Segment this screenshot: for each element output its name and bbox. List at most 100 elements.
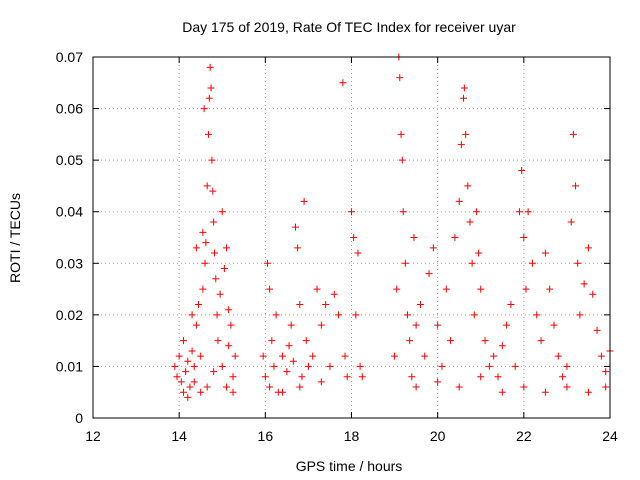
data-point [339, 79, 347, 87]
data-point [412, 383, 420, 391]
ticks-layer: 0 0.01 0.02 0.03 0.04 0.05 0.06 0.07 12 14 16 18 20 2… [56, 49, 618, 444]
data-point [503, 321, 511, 329]
data-point [184, 357, 192, 365]
data-point [457, 141, 465, 149]
data-point [460, 94, 468, 102]
data-point [520, 234, 528, 241]
data-point [470, 311, 478, 319]
data-point [494, 373, 502, 381]
data-point [341, 352, 349, 360]
data-point [205, 94, 213, 102]
y-axis-title: ROTI / TECUs [7, 193, 23, 283]
data-point [272, 311, 280, 319]
data-point [580, 280, 588, 288]
data-point [175, 352, 183, 360]
x-tick-label: 16 [258, 428, 274, 444]
data-point [296, 383, 304, 391]
data-point [326, 362, 334, 370]
y-tick-label: 0.04 [56, 204, 83, 220]
data-point [438, 362, 446, 370]
data-point [184, 393, 192, 401]
x-tick-label: 24 [602, 428, 618, 444]
data-point [498, 342, 506, 350]
data-point [186, 383, 194, 391]
data-point [287, 321, 295, 329]
data-point [190, 378, 198, 386]
data-point [401, 259, 409, 267]
data-point [425, 270, 433, 278]
data-point [302, 337, 310, 345]
data-point [199, 285, 207, 293]
data-point [231, 352, 239, 360]
data-point [602, 383, 610, 391]
data-point [199, 228, 207, 236]
data-point [464, 182, 472, 190]
data-point [206, 63, 214, 71]
data-point [356, 362, 364, 370]
data-point [563, 383, 571, 391]
data-point [472, 208, 480, 216]
data-point [393, 285, 401, 293]
data-point [279, 352, 287, 360]
data-point [589, 290, 597, 298]
x-axis-title: GPS time / hours [296, 458, 403, 474]
data-point [225, 342, 233, 350]
data-point [550, 321, 558, 329]
data-point [192, 321, 200, 329]
y-tick-label: 0 [75, 410, 83, 426]
data-point [343, 373, 351, 381]
x-tick-label: 22 [516, 428, 532, 444]
data-point [584, 388, 592, 396]
data-point [520, 383, 528, 391]
data-point [447, 337, 455, 345]
data-point [179, 388, 187, 396]
data-point [593, 326, 601, 334]
data-point [216, 290, 224, 298]
data-point [213, 311, 221, 319]
points-layer [171, 53, 614, 401]
data-point [533, 311, 541, 319]
x-tick-label: 18 [344, 428, 360, 444]
data-point [188, 311, 196, 319]
data-point [546, 285, 554, 293]
data-point [218, 362, 226, 370]
y-tick-label: 0.02 [56, 307, 83, 323]
x-tick-label: 12 [85, 428, 101, 444]
data-point [567, 218, 575, 226]
data-point [313, 285, 321, 293]
data-point [291, 223, 299, 231]
data-point [202, 239, 210, 247]
data-point [475, 249, 483, 257]
y-tick-label: 0.07 [56, 49, 83, 65]
data-point [225, 306, 233, 314]
data-point [398, 156, 406, 164]
data-point [404, 311, 412, 319]
data-point [541, 388, 549, 396]
data-point [210, 218, 218, 226]
data-point [602, 368, 610, 376]
data-point [197, 352, 205, 360]
data-point [352, 311, 360, 319]
data-point [597, 352, 605, 360]
data-point [223, 383, 231, 391]
data-point [263, 259, 271, 267]
data-point [358, 373, 366, 381]
data-point [391, 352, 399, 360]
data-point [397, 130, 405, 138]
data-point [574, 259, 582, 267]
data-point [317, 321, 325, 329]
data-point [283, 368, 291, 376]
data-point [396, 74, 404, 82]
data-point [304, 362, 312, 370]
data-point [522, 285, 530, 293]
data-point [214, 337, 222, 345]
data-point [416, 301, 424, 309]
data-point [507, 301, 515, 309]
data-point [466, 218, 474, 226]
data-point [408, 373, 416, 381]
data-point [223, 244, 231, 252]
data-point [569, 130, 577, 138]
data-point [210, 368, 218, 376]
